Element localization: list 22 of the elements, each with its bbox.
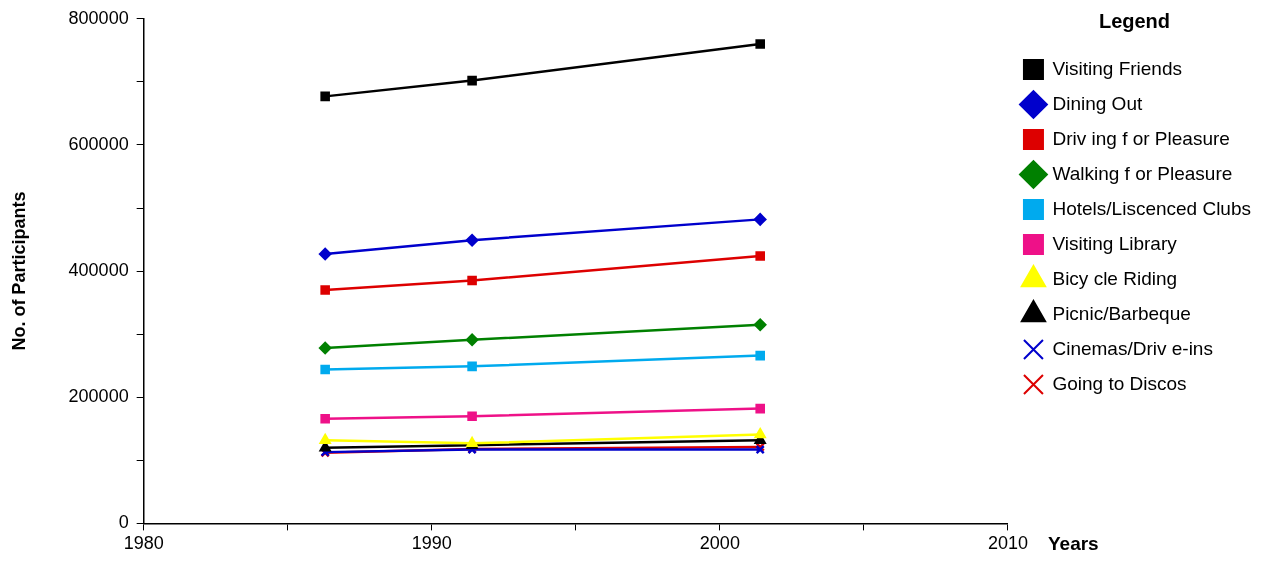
y-tick-label: 800000 — [68, 7, 129, 28]
legend-label: Hotels/Liscenced Clubs — [1052, 197, 1251, 219]
y-tick-label: 0 — [118, 512, 129, 533]
y-axis-title: No. of Participants — [8, 191, 29, 351]
x-tick-label: 2010 — [987, 533, 1028, 554]
legend-label: Visiting Library — [1052, 232, 1178, 254]
x-axis-title: Years — [1047, 533, 1099, 555]
legend-title: Legend — [1098, 9, 1171, 32]
y-tick-label: 200000 — [68, 386, 129, 407]
legend-label: Going to Discos — [1052, 372, 1187, 394]
x-tick-label: 1990 — [411, 533, 452, 554]
legend-label: Visiting Friends — [1052, 57, 1182, 79]
legend-label: Walking f or Pleasure — [1052, 162, 1233, 184]
legend-label: Cinemas/Driv e-ins — [1052, 337, 1213, 359]
legend-label: Driv ing f or Pleasure — [1052, 127, 1230, 149]
legend-label: Bicy cle Riding — [1052, 267, 1178, 289]
y-tick-label: 600000 — [68, 133, 129, 154]
x-tick-label: 1980 — [123, 533, 164, 554]
legend-label: Dining Out — [1052, 92, 1143, 114]
x-tick-label: 2000 — [699, 533, 740, 554]
legend-label: Picnic/Barbeque — [1052, 302, 1191, 324]
y-tick-label: 400000 — [68, 260, 129, 281]
